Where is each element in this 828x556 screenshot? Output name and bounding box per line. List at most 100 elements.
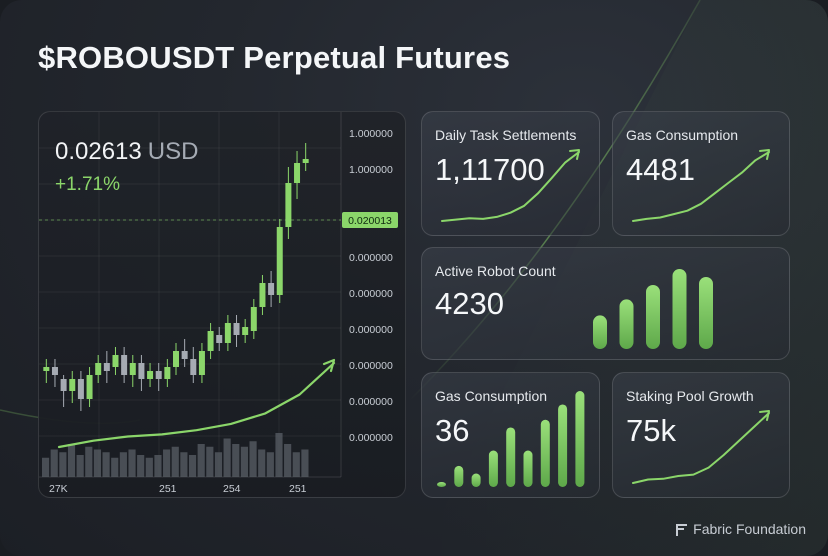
candle [95, 355, 102, 383]
bar [593, 315, 607, 349]
volume-bar [137, 455, 145, 477]
bar [558, 404, 568, 487]
candle [155, 363, 162, 391]
candle [233, 315, 240, 347]
volume-bar [206, 446, 214, 477]
card-gas-consumption-1[interactable]: Gas Consumption 4481 [612, 111, 790, 236]
volume-bar [266, 452, 274, 477]
volume-bar [171, 446, 179, 477]
card-value: 1,11700 [435, 152, 545, 187]
arrow-up-icon [759, 149, 770, 160]
volume-bar [240, 446, 248, 477]
volume-bar [249, 441, 257, 477]
bar [523, 450, 533, 487]
sparkline [632, 151, 770, 222]
volume-bar [93, 449, 102, 477]
y-tick-label: 0.000000 [349, 432, 393, 444]
volume-bar [275, 433, 283, 477]
x-tick-label: 254 [223, 483, 241, 495]
volume-bar [223, 438, 231, 477]
arrow-up-icon [569, 149, 580, 160]
price-display: 0.02613 USD [55, 138, 198, 166]
candle [129, 355, 136, 387]
card-gas-consumption-2[interactable]: Gas Consumption 36 [421, 372, 600, 498]
arrow-up-icon [759, 410, 770, 421]
volume-bar [180, 452, 188, 477]
volume-bar [232, 444, 240, 477]
card-label: Gas Consumption [435, 388, 548, 404]
card-staking-pool-growth[interactable]: Staking Pool Growth 75k [612, 372, 790, 498]
candle [302, 143, 309, 171]
bar [646, 285, 660, 349]
candle [60, 375, 67, 407]
volume-bar [197, 444, 205, 477]
y-tick-label: 0.000000 [349, 360, 393, 372]
candle [69, 371, 76, 403]
volume-bar [214, 452, 223, 477]
card-daily-task-settlements[interactable]: Daily Task Settlements 1,11700 [421, 111, 600, 236]
price-change: +1.71% [55, 174, 120, 195]
volume-bar [76, 455, 84, 477]
candle [112, 347, 119, 375]
y-tick-label: 1.000000 [349, 128, 393, 140]
bar [619, 299, 634, 349]
price-unit: USD [147, 138, 199, 165]
y-tick-label: 1.000000 [349, 164, 393, 176]
candlestick-chart[interactable]: 0.020013 1.000000 1.000000 0.000000 0.000000… [39, 112, 406, 498]
x-tick-label: 27K [49, 483, 68, 495]
candle [259, 275, 266, 315]
candle [77, 371, 84, 411]
current-price-tag [342, 212, 398, 228]
card-label: Gas Consumption [626, 127, 739, 143]
candle [268, 271, 275, 307]
volume-bar [145, 457, 153, 477]
gas-consumption-2-bars-chart [437, 391, 585, 487]
bar [454, 465, 464, 487]
page-title: $ROBOUSDT Perpetual Futures [38, 40, 511, 75]
bar [506, 427, 516, 487]
volume-bar [50, 449, 58, 477]
y-tick-label: 0.000000 [349, 288, 393, 300]
x-tick-label: 251 [159, 483, 177, 495]
volume-bars [42, 433, 309, 477]
candle [173, 343, 179, 375]
volume-bar [154, 455, 162, 477]
volume-bar [284, 444, 292, 477]
y-tick-label: 0.000000 [349, 396, 393, 408]
bar [488, 450, 498, 487]
gas-consumption-1-line-chart [632, 149, 770, 222]
bar [437, 482, 446, 487]
sparkline [441, 151, 580, 222]
candle [224, 315, 231, 351]
volume-bar [42, 457, 50, 477]
bar [699, 277, 713, 349]
volume-bar [85, 446, 93, 477]
bar [540, 419, 550, 487]
volume-bar [67, 444, 76, 477]
brand-name: Fabric Foundation [693, 521, 806, 537]
x-tick-label: 251 [289, 483, 307, 495]
candle [138, 355, 145, 391]
candle [190, 347, 197, 383]
volume-bar [292, 452, 300, 477]
y-tick-label: 0.000000 [349, 252, 393, 264]
candle [181, 339, 188, 367]
volume-bar [59, 452, 67, 477]
volume-bar [111, 457, 119, 477]
active-robot-count-bars-chart [593, 269, 713, 349]
card-value: 36 [435, 413, 470, 448]
candle [294, 151, 301, 199]
bar [575, 391, 585, 487]
price-chart-panel: 0.020013 1.000000 1.000000 0.000000 0.000000… [38, 111, 406, 498]
price-value: 0.02613 [55, 138, 142, 165]
sparkline [632, 412, 770, 484]
daily-task-settlements-line-chart [441, 149, 580, 222]
card-value: 4481 [626, 152, 695, 187]
card-value: 4230 [435, 286, 504, 321]
current-price-label: 0.020013 [348, 215, 392, 227]
trend-arrow-icon [322, 358, 336, 373]
card-active-robot-count[interactable]: Active Robot Count 4230 [421, 247, 790, 360]
staking-pool-growth-line-chart [632, 410, 770, 484]
y-tick-label: 0.000000 [349, 324, 393, 336]
